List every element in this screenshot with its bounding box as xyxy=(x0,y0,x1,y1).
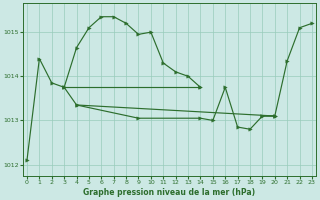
X-axis label: Graphe pression niveau de la mer (hPa): Graphe pression niveau de la mer (hPa) xyxy=(84,188,256,197)
